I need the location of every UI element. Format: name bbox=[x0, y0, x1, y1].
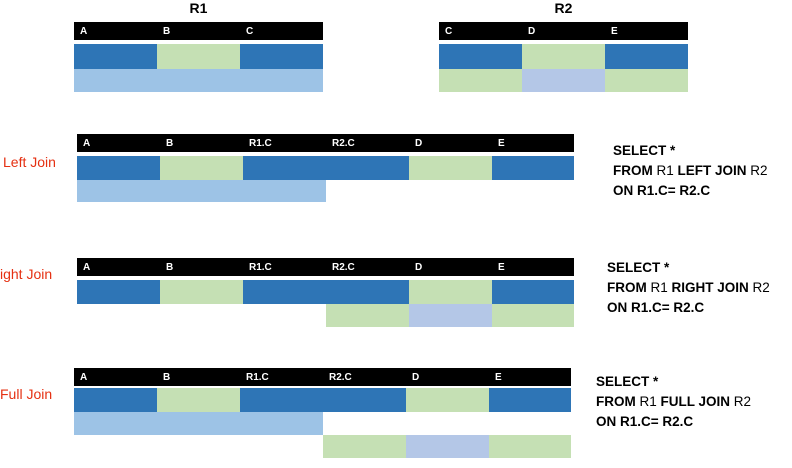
sql-r1: R1 bbox=[635, 394, 661, 409]
sql-r1: R1 bbox=[646, 280, 672, 295]
col-r1c: R1.C bbox=[249, 138, 272, 149]
sql-on: ON R1.C= R2.C bbox=[607, 300, 705, 315]
left-row1-c bbox=[243, 156, 409, 180]
full-row1-a bbox=[74, 388, 157, 412]
left-join-label: Left Join bbox=[3, 154, 56, 170]
full-row1-c bbox=[240, 388, 406, 412]
sql-r2: R2 bbox=[730, 394, 752, 409]
sql-r2: R2 bbox=[746, 163, 768, 178]
r2-title: R2 bbox=[554, 0, 573, 16]
r1-col-a: A bbox=[80, 26, 88, 37]
right-join-header: A B R1.C R2.C D E bbox=[77, 258, 574, 276]
col-e: E bbox=[498, 262, 505, 273]
left-row2 bbox=[77, 180, 326, 202]
col-a: A bbox=[83, 262, 91, 273]
full-row1-e bbox=[489, 388, 571, 412]
sql-r1: R1 bbox=[652, 163, 678, 178]
sql-on: ON R1.C= R2.C bbox=[596, 414, 694, 429]
left-row1-a bbox=[77, 156, 160, 180]
full-row3-d bbox=[406, 435, 489, 458]
r1-col-b: B bbox=[163, 26, 171, 37]
sql-select: SELECT * bbox=[596, 374, 659, 389]
right-row1-a bbox=[77, 280, 160, 304]
r2-row2-e bbox=[605, 69, 688, 92]
col-r2c: R2.C bbox=[332, 262, 355, 273]
sql-from: FROM bbox=[596, 394, 636, 409]
col-b: B bbox=[163, 372, 171, 383]
col-r2c: R2.C bbox=[332, 138, 355, 149]
full-row2 bbox=[74, 412, 323, 435]
sql-select: SELECT * bbox=[613, 143, 676, 158]
r1-col-c: C bbox=[246, 26, 254, 37]
r1-row2 bbox=[74, 69, 323, 92]
right-row2-d bbox=[409, 304, 492, 327]
right-join-sql: SELECT * FROM R1 RIGHT JOIN R2 ON R1.C= … bbox=[607, 258, 770, 318]
sql-join-type: LEFT JOIN bbox=[677, 163, 747, 178]
right-row1-b bbox=[160, 280, 243, 304]
right-row2-e bbox=[492, 304, 574, 327]
full-join-sql: SELECT * FROM R1 FULL JOIN R2 ON R1.C= R… bbox=[596, 372, 751, 432]
full-join-header: A B R1.C R2.C D E bbox=[74, 368, 571, 386]
col-b: B bbox=[166, 262, 174, 273]
left-join-sql: SELECT * FROM R1 LEFT JOIN R2 ON R1.C= R… bbox=[613, 141, 768, 201]
full-row1-b bbox=[157, 388, 240, 412]
col-r1c: R1.C bbox=[249, 262, 272, 273]
full-row3-e bbox=[489, 435, 571, 458]
col-r1c: R1.C bbox=[246, 372, 269, 383]
full-join-label: Full Join bbox=[0, 386, 53, 402]
r2-col-c: C bbox=[445, 26, 453, 37]
full-row3-c bbox=[323, 435, 406, 458]
left-row1-e bbox=[492, 156, 574, 180]
col-e: E bbox=[495, 372, 502, 383]
col-r2c: R2.C bbox=[329, 372, 352, 383]
sql-join-type: RIGHT JOIN bbox=[671, 280, 749, 295]
left-join-header: A B R1.C R2.C D E bbox=[77, 134, 574, 152]
r1-row1-a bbox=[74, 44, 157, 69]
sql-r2: R2 bbox=[748, 280, 770, 295]
col-d: D bbox=[415, 138, 423, 149]
r1-header: A B C bbox=[74, 22, 323, 40]
col-d: D bbox=[415, 262, 423, 273]
r2-row1-c bbox=[439, 44, 522, 69]
r1-row1-c bbox=[240, 44, 323, 69]
col-e: E bbox=[498, 138, 505, 149]
right-row1-c bbox=[243, 280, 409, 304]
sql-on: ON R1.C= R2.C bbox=[613, 183, 711, 198]
sql-from: FROM bbox=[607, 280, 647, 295]
r2-row1-e bbox=[605, 44, 688, 69]
r1-row1-b bbox=[157, 44, 240, 69]
r2-col-d: D bbox=[528, 26, 536, 37]
r2-header: C D E bbox=[439, 22, 688, 40]
r2-row2-c bbox=[439, 69, 522, 92]
left-row1-d bbox=[409, 156, 492, 180]
r2-col-e: E bbox=[611, 26, 618, 37]
sql-from: FROM bbox=[613, 163, 653, 178]
right-join-label: ight Join bbox=[0, 266, 53, 282]
right-row1-e bbox=[492, 280, 574, 304]
full-row1-d bbox=[406, 388, 489, 412]
r2-row1-d bbox=[522, 44, 605, 69]
col-d: D bbox=[412, 372, 420, 383]
right-row2-c bbox=[326, 304, 409, 327]
col-a: A bbox=[80, 372, 88, 383]
r1-title: R1 bbox=[189, 0, 208, 16]
r2-row2-d bbox=[522, 69, 605, 92]
sql-join-type: FULL JOIN bbox=[660, 394, 731, 409]
col-b: B bbox=[166, 138, 174, 149]
col-a: A bbox=[83, 138, 91, 149]
right-row1-d bbox=[409, 280, 492, 304]
left-row1-b bbox=[160, 156, 243, 180]
sql-select: SELECT * bbox=[607, 260, 670, 275]
